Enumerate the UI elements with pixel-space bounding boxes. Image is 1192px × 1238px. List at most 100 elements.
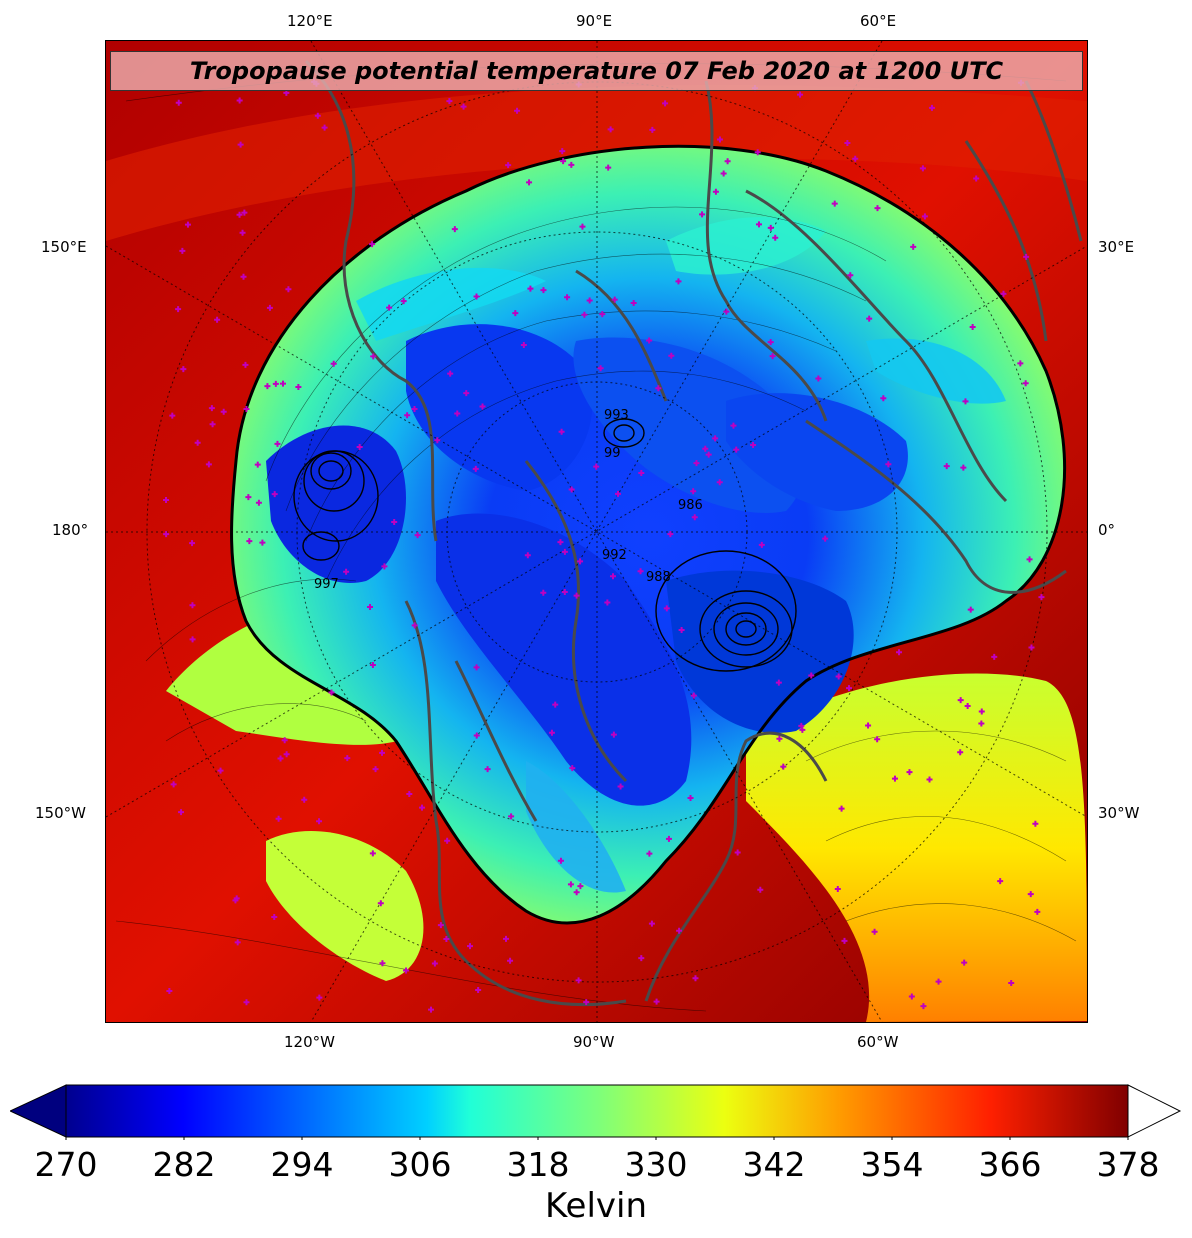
station-marker <box>921 213 928 220</box>
station-marker <box>194 439 201 446</box>
station-marker <box>767 339 774 346</box>
station-marker <box>446 98 453 105</box>
station-marker <box>957 749 964 756</box>
cold-core-atlantic <box>666 570 854 733</box>
station-marker <box>573 592 580 599</box>
station-marker <box>170 781 177 788</box>
station-marker <box>404 412 411 419</box>
colorbar-graphic <box>10 1084 1182 1140</box>
station-marker <box>649 126 656 133</box>
station-marker <box>834 885 841 892</box>
station-marker <box>567 881 574 888</box>
station-marker <box>400 298 407 305</box>
station-marker <box>560 158 567 165</box>
lon-label-right-30w: 30°W <box>1098 804 1140 822</box>
station-marker <box>295 384 302 391</box>
lon-label-bottom-60w: 60°W <box>857 1033 899 1051</box>
station-marker <box>406 790 413 797</box>
station-marker <box>264 383 271 390</box>
station-marker <box>561 548 568 555</box>
station-marker <box>467 943 474 950</box>
station-marker <box>189 636 196 643</box>
station-marker <box>896 649 903 656</box>
station-marker <box>962 398 969 405</box>
station-marker <box>577 558 584 565</box>
station-marker <box>240 273 247 280</box>
station-marker <box>891 775 898 782</box>
station-marker <box>505 162 512 169</box>
station-marker <box>386 304 393 311</box>
station-marker <box>754 149 761 156</box>
station-marker <box>245 494 252 501</box>
station-marker <box>798 722 805 729</box>
station-marker <box>693 460 700 467</box>
station-marker <box>403 967 410 974</box>
station-marker <box>1026 556 1033 563</box>
station-marker <box>769 353 776 360</box>
station-marker <box>328 689 335 696</box>
station-marker <box>372 766 379 773</box>
station-marker <box>208 405 215 412</box>
lon-label-top-90e: 90°E <box>576 12 613 30</box>
station-marker <box>214 316 221 323</box>
station-marker <box>593 463 600 470</box>
station-marker <box>271 491 278 498</box>
station-marker <box>844 140 851 147</box>
colorbar-tick-label: 306 <box>388 1145 452 1184</box>
station-marker <box>379 749 386 756</box>
station-marker <box>552 701 559 708</box>
station-marker <box>472 465 479 472</box>
station-marker <box>583 999 590 1006</box>
pressure-label: 986 <box>678 498 703 513</box>
station-marker <box>926 776 933 783</box>
station-marker <box>712 435 719 442</box>
colorbar-tick-label: 366 <box>978 1145 1042 1184</box>
station-marker <box>217 767 224 774</box>
station-marker <box>822 535 829 542</box>
station-marker <box>1000 290 1007 297</box>
lon-label-right-30e: 30°E <box>1098 238 1135 256</box>
station-marker <box>668 352 675 359</box>
station-marker <box>243 999 250 1006</box>
station-marker <box>184 221 191 228</box>
low-pressure-pacific <box>293 450 379 561</box>
station-marker <box>852 155 859 162</box>
station-marker <box>690 692 697 699</box>
station-marker <box>447 370 454 377</box>
station-marker <box>720 170 727 177</box>
station-marker <box>610 731 617 738</box>
station-marker <box>978 708 985 715</box>
station-marker <box>564 294 571 301</box>
station-marker <box>246 538 253 545</box>
station-marker <box>775 679 782 686</box>
station-marker <box>871 928 878 935</box>
station-marker <box>179 247 186 254</box>
colorbar-tick-label: 354 <box>860 1145 924 1184</box>
station-marker <box>561 589 568 596</box>
station-marker <box>503 935 509 942</box>
station-marker <box>991 653 998 660</box>
station-marker <box>581 311 588 318</box>
station-marker <box>428 1006 435 1013</box>
station-marker <box>920 1003 927 1010</box>
station-marker <box>723 308 730 315</box>
station-marker <box>163 497 170 504</box>
cold-core-canada <box>436 513 692 806</box>
station-marker <box>1038 594 1045 601</box>
station-marker <box>451 226 458 233</box>
station-marker <box>692 975 699 982</box>
station-marker <box>369 241 376 248</box>
station-marker <box>163 531 170 538</box>
colorbar <box>10 1082 1182 1140</box>
station-marker <box>609 573 616 580</box>
station-marker <box>865 722 872 729</box>
station-marker <box>604 599 611 606</box>
station-marker <box>418 804 425 811</box>
pressure-label: 997 <box>314 577 339 592</box>
station-marker <box>699 211 706 218</box>
lon-label-left-180: 180° <box>52 521 89 539</box>
station-marker <box>279 380 286 387</box>
station-marker <box>617 783 624 790</box>
station-marker <box>797 91 804 98</box>
station-marker <box>716 479 723 486</box>
